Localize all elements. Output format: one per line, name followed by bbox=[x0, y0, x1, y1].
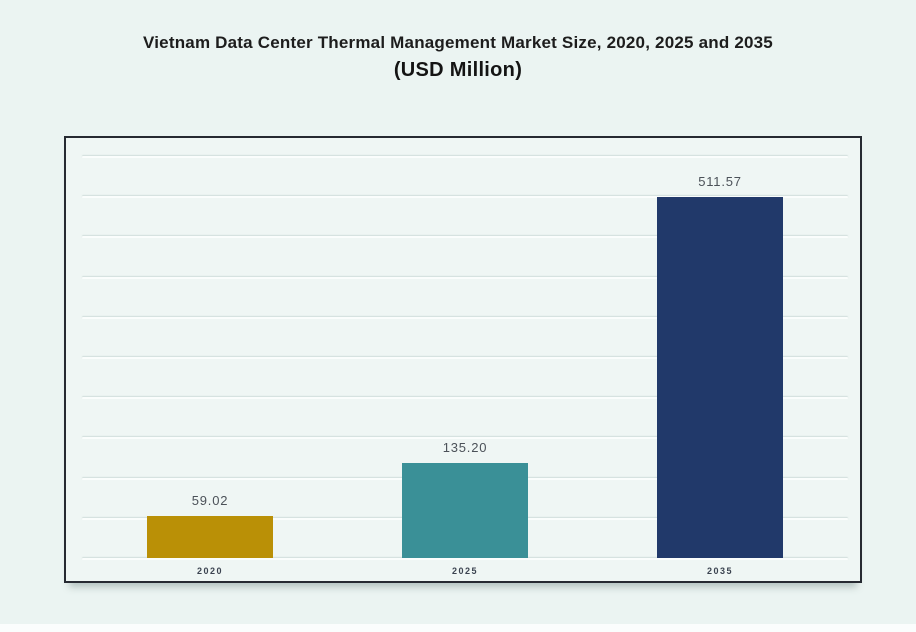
plot-area: 59.02 135.20 511.57 2020 2025 2035 bbox=[66, 138, 860, 581]
gridline bbox=[82, 437, 848, 440]
chart-title-block: Vietnam Data Center Thermal Management M… bbox=[0, 33, 916, 82]
bar-column-2020: 59.02 bbox=[147, 493, 273, 558]
gridline bbox=[82, 558, 848, 560]
gridline bbox=[82, 357, 848, 359]
gridline bbox=[82, 316, 848, 319]
chart-title: Vietnam Data Center Thermal Management M… bbox=[143, 33, 773, 52]
bar-value-label-2020: 59.02 bbox=[191, 493, 229, 509]
chart-subtitle: (USD Million) bbox=[393, 59, 523, 81]
bar-value-label-2025: 135.20 bbox=[442, 439, 488, 455]
x-axis-label-2025: 2025 bbox=[451, 566, 479, 576]
bar-2020 bbox=[147, 516, 273, 558]
bar-column-2035: 511.57 bbox=[657, 174, 783, 558]
bar-column-2025: 135.20 bbox=[402, 440, 528, 558]
gridline bbox=[82, 236, 848, 239]
bar-2025 bbox=[402, 462, 528, 558]
gridline bbox=[82, 397, 848, 400]
plot-container: 59.02 135.20 511.57 2020 2025 2035 bbox=[64, 136, 862, 583]
gridline bbox=[82, 156, 848, 158]
bar-value-label-2035: 511.57 bbox=[698, 173, 742, 189]
gridline bbox=[82, 196, 848, 199]
x-axis-label-2035: 2035 bbox=[706, 566, 734, 576]
gridline bbox=[82, 276, 848, 279]
bottom-edge-strip bbox=[0, 624, 916, 632]
bar-2035 bbox=[657, 196, 783, 558]
x-axis-label-2020: 2020 bbox=[196, 566, 224, 576]
